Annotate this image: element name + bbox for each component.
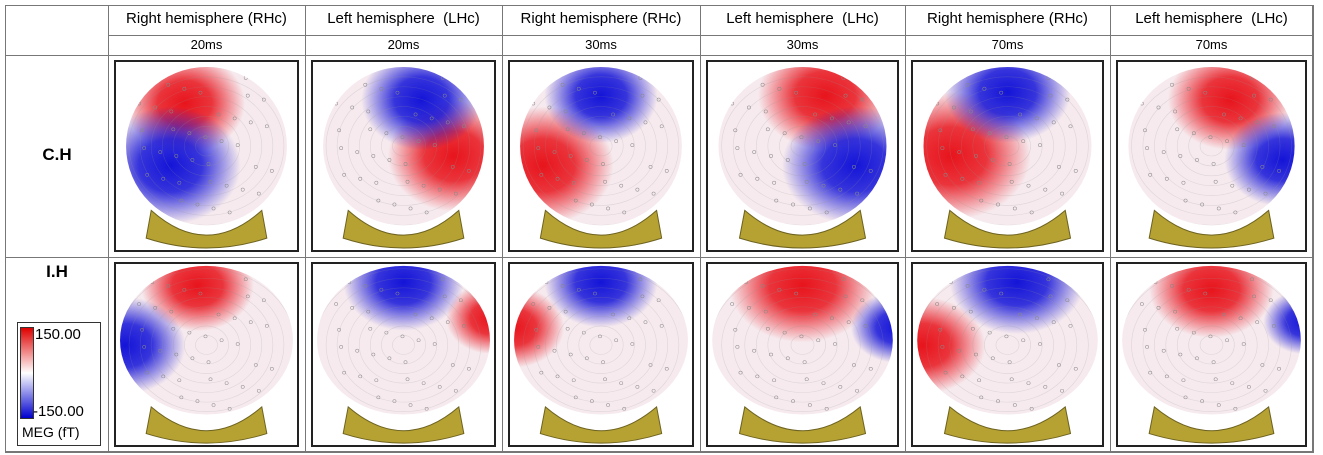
head-map-frame [1116, 262, 1307, 447]
head-map-frame [706, 262, 899, 447]
head-map-frame [114, 60, 299, 252]
column-header: Left hemisphere (LHc) [700, 5, 906, 36]
head-map [1118, 62, 1305, 250]
head-map-frame [1116, 60, 1307, 252]
head-map [708, 62, 897, 250]
row-label: C.H [5, 145, 109, 165]
head-map [913, 264, 1102, 445]
column-time: 30ms [502, 35, 701, 56]
colorbar-unit: MEG (fT) [22, 424, 80, 440]
head-map [510, 264, 692, 445]
head-map [708, 264, 897, 445]
column-time: 30ms [700, 35, 906, 56]
head-map [116, 264, 297, 445]
column-header: Right hemisphere (RHc) [108, 5, 306, 36]
head-map-frame [311, 262, 496, 447]
colorbar-max: 150.00 [35, 326, 81, 343]
column-time: 20ms [305, 35, 503, 56]
row-label: I.H [5, 262, 109, 282]
head-map-frame [508, 262, 694, 447]
head-map-frame [114, 262, 299, 447]
head-map [313, 264, 494, 445]
head-map-frame [311, 60, 496, 252]
column-header: Left hemisphere (LHc) [305, 5, 503, 36]
colorbar [20, 327, 34, 419]
column-header: Left hemisphere (LHc) [1110, 5, 1314, 36]
column-time: 20ms [108, 35, 306, 56]
head-map [116, 62, 297, 250]
column-time: 70ms [905, 35, 1111, 56]
head-map-frame [508, 60, 694, 252]
colorbar-min: -150.00 [33, 403, 84, 420]
head-map [1118, 264, 1305, 445]
head-map [510, 62, 692, 250]
column-header: Right hemisphere (RHc) [905, 5, 1111, 36]
head-map [313, 62, 494, 250]
head-map-frame [706, 60, 899, 252]
column-time: 70ms [1110, 35, 1314, 56]
page: Right hemisphere (RHc)20msLeft hemispher… [0, 0, 1323, 455]
corner-cell [5, 5, 109, 56]
column-header: Right hemisphere (RHc) [502, 5, 701, 36]
head-map-frame [911, 60, 1104, 252]
head-map [913, 62, 1102, 250]
head-map-frame [911, 262, 1104, 447]
